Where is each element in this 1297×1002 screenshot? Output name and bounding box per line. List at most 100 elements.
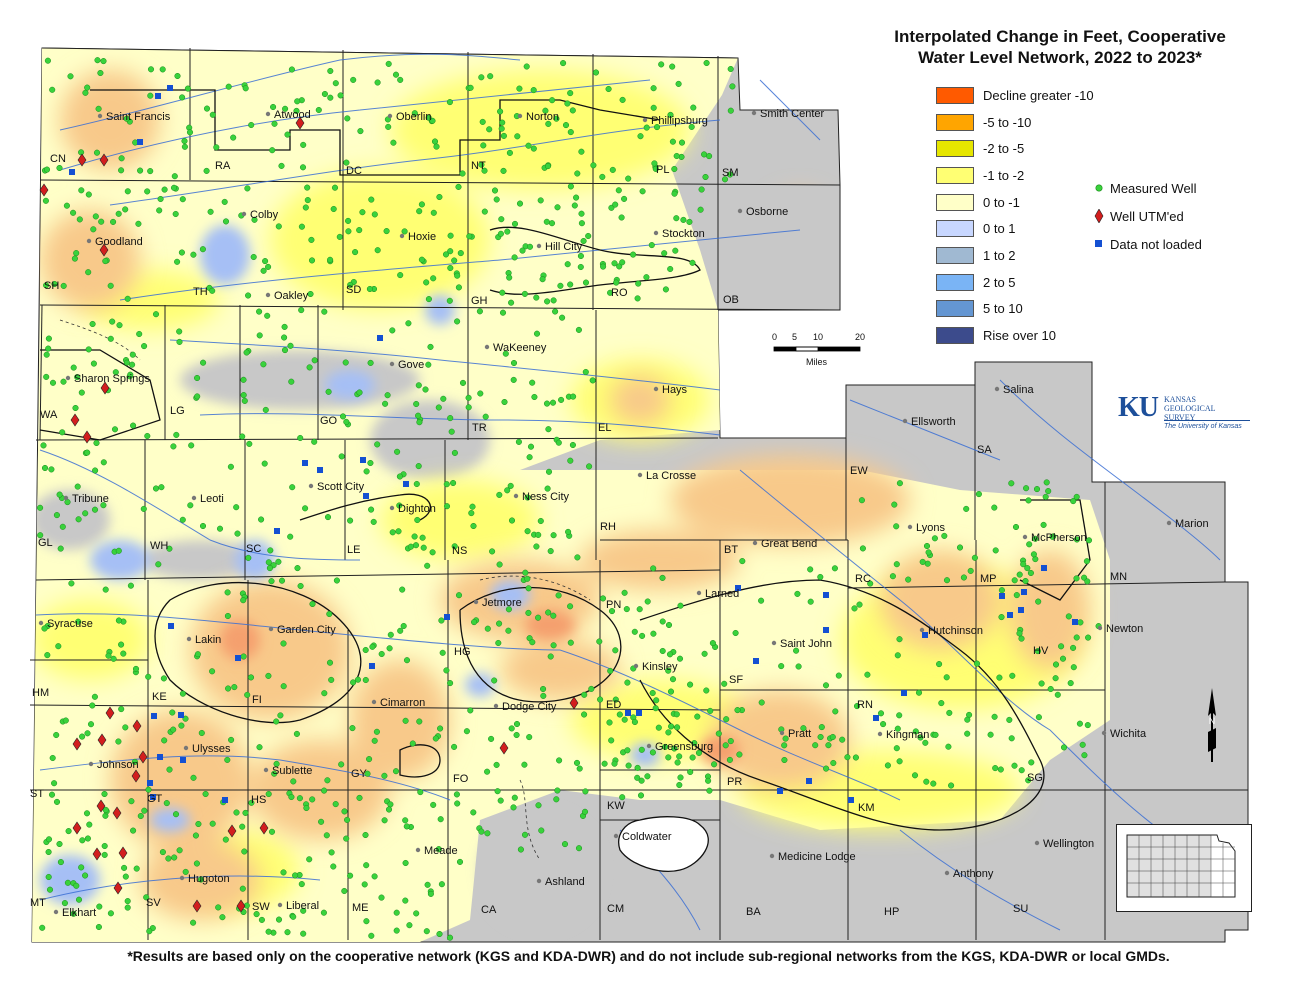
measured-well <box>402 859 409 867</box>
legend-measured-well-label: Measured Well <box>1110 180 1197 196</box>
measured-well <box>1013 592 1020 599</box>
measured-well <box>70 209 77 216</box>
city-point <box>637 472 643 478</box>
strong-decline-zones <box>220 610 740 765</box>
city-label: Garden City <box>277 624 336 636</box>
data-not-loaded-well <box>155 93 161 99</box>
city-label: Ellsworth <box>911 416 956 428</box>
measured-well <box>506 274 513 281</box>
measured-well <box>163 800 170 807</box>
city-label: Hutchinson <box>928 625 983 637</box>
scale-bar: 0 5 10 20 Miles <box>772 332 872 367</box>
measured-well <box>328 849 335 856</box>
measured-well <box>669 676 677 683</box>
measured-well <box>49 379 57 386</box>
measured-well <box>384 392 391 399</box>
measured-well <box>267 547 274 554</box>
measured-well <box>176 847 183 854</box>
measured-well <box>619 259 626 266</box>
measured-well <box>43 166 51 173</box>
measured-well <box>89 320 96 328</box>
measured-well <box>275 558 282 565</box>
measured-well <box>1085 537 1093 544</box>
measured-well <box>294 98 301 105</box>
measured-well <box>352 249 359 256</box>
measured-well <box>192 832 199 839</box>
measured-well <box>107 335 114 342</box>
data-not-loaded-well <box>1018 607 1024 613</box>
measured-well <box>674 759 681 766</box>
city-point <box>517 113 523 119</box>
measured-well <box>172 811 180 818</box>
county-label: SD <box>346 284 361 296</box>
measured-well <box>884 762 891 769</box>
measured-well <box>560 60 567 67</box>
measured-well <box>778 663 785 670</box>
measured-well <box>477 390 484 397</box>
utm-well <box>99 243 109 257</box>
measured-well <box>1020 561 1027 568</box>
measured-well <box>510 359 518 367</box>
measured-well <box>469 503 476 510</box>
measured-well <box>393 927 400 934</box>
legend-label: Decline greater -10 <box>983 87 1094 103</box>
measured-well <box>166 766 173 773</box>
measured-well <box>284 131 291 138</box>
measured-well <box>116 322 123 329</box>
map-title: Interpolated Change in Feet, Cooperative… <box>860 26 1260 68</box>
measured-well <box>1052 675 1059 682</box>
city-point <box>771 640 777 646</box>
measured-well <box>401 228 408 235</box>
measured-well <box>178 249 185 256</box>
measured-well <box>368 932 375 939</box>
measured-well <box>48 466 55 473</box>
measured-well <box>130 827 137 834</box>
data-not-loaded-well <box>1072 619 1078 625</box>
measured-well <box>455 183 462 190</box>
measured-well <box>609 166 616 173</box>
city-label: Gove <box>398 359 424 371</box>
measured-well <box>406 922 413 929</box>
measured-well <box>665 754 672 761</box>
county-label: HV <box>1033 645 1049 657</box>
measured-well <box>412 542 420 549</box>
measured-well <box>288 378 295 385</box>
measured-well <box>209 111 216 118</box>
measured-well <box>992 765 999 772</box>
measured-well <box>59 523 66 530</box>
measured-well <box>694 713 701 720</box>
measured-well <box>256 744 263 751</box>
measured-well <box>686 218 693 225</box>
measured-well <box>145 673 152 680</box>
city-label: Lakin <box>195 634 221 646</box>
utm-well <box>112 806 122 820</box>
measured-well <box>607 667 614 674</box>
measured-well <box>525 142 532 149</box>
measured-well <box>228 736 235 743</box>
measured-well <box>51 280 58 288</box>
measured-well <box>209 820 216 827</box>
measured-well <box>308 236 315 243</box>
measured-well <box>95 923 102 931</box>
measured-well <box>424 562 431 569</box>
measured-well <box>73 250 80 257</box>
measured-well <box>677 774 684 781</box>
measured-well <box>580 237 587 245</box>
measured-well <box>194 374 201 382</box>
city-label: Great Bend <box>761 538 817 550</box>
measured-well <box>463 728 470 735</box>
measured-well <box>327 67 334 75</box>
measured-well <box>37 504 44 511</box>
measured-well <box>726 756 733 763</box>
measured-well <box>1073 536 1080 543</box>
county-label: SV <box>146 897 161 909</box>
city-point <box>779 730 785 736</box>
measured-well <box>1083 558 1090 565</box>
data-not-loaded-well <box>636 710 642 716</box>
city-point <box>536 878 542 884</box>
measured-well <box>956 544 964 551</box>
data-not-loaded-well <box>1007 612 1013 618</box>
measured-well <box>338 453 345 460</box>
measured-well <box>120 650 127 657</box>
